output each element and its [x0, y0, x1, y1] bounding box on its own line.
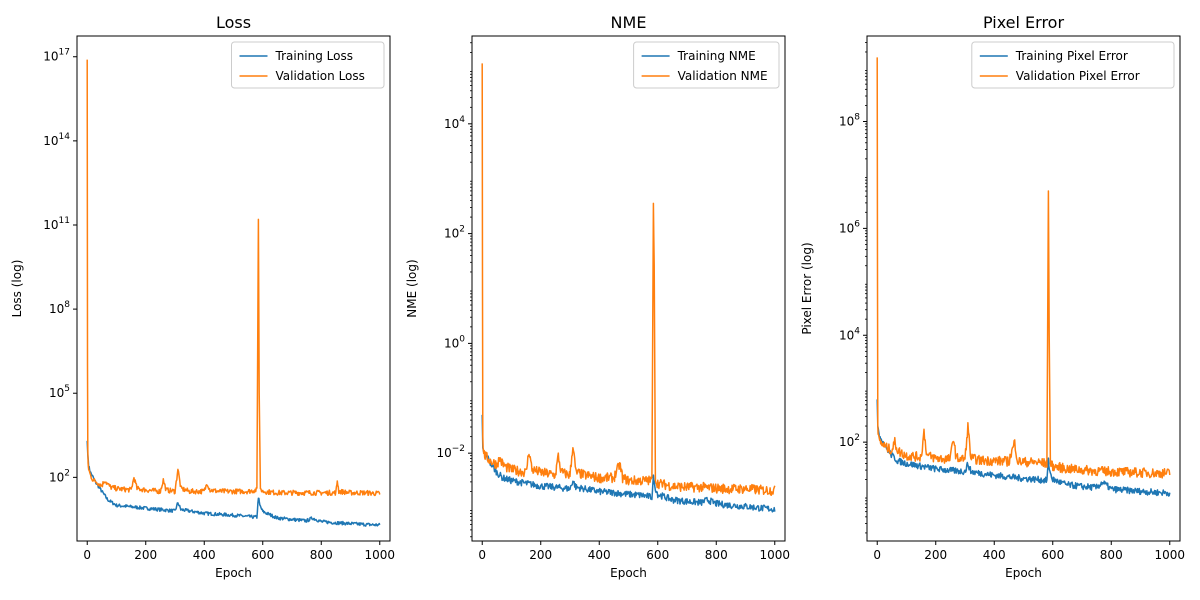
legend-label: Training Pixel Error — [1015, 49, 1128, 63]
legend-label: Validation Loss — [276, 69, 365, 83]
loss-panel: 0 200 400 600 800 1000 102 105 108 1011 1014 1017 Lo… — [10, 13, 395, 580]
legend-box — [971, 41, 1175, 89]
series-line-validation — [876, 57, 1171, 479]
x-axis-label: Epoch — [1005, 566, 1042, 580]
x-tick-label: 600 — [251, 548, 274, 562]
pixel-error-panel: 0 200 400 600 800 1000 102 104 106 108 Pixel Error… — [800, 13, 1185, 580]
axes-frame — [866, 35, 1181, 542]
x-tick-label: 1000 — [759, 548, 790, 562]
y-tick-label: 104 — [839, 326, 860, 342]
legend-label: Training NME — [677, 49, 756, 63]
y-tick-label: 102 — [839, 433, 860, 449]
series-line-validation — [481, 63, 776, 496]
nme-panel: 0 200 400 600 800 1000 10−2 100 102 104 NME Epoch NM… — [405, 13, 790, 580]
y-axis-label: Loss (log) — [10, 260, 24, 318]
y-tick-label: 1017 — [43, 48, 70, 64]
x-tick-label: 400 — [193, 548, 216, 562]
y-tick-label: 104 — [444, 115, 465, 131]
y-tick-label: 108 — [839, 113, 860, 129]
y-tick-label: 105 — [49, 384, 70, 400]
legend-box — [231, 41, 385, 89]
x-tick-label: 1000 — [364, 548, 395, 562]
y-tick-label: 1011 — [43, 216, 70, 232]
x-tick-label: 200 — [134, 548, 157, 562]
series-line-training — [481, 414, 776, 513]
y-tick-label: 1014 — [43, 132, 70, 148]
y-tick-label: 106 — [839, 219, 860, 235]
x-tick-label: 400 — [588, 548, 611, 562]
legend-label: Training Loss — [275, 49, 353, 63]
x-tick-label: 0 — [83, 548, 91, 562]
x-tick-label: 200 — [529, 548, 552, 562]
chart-title: NME — [611, 13, 647, 32]
x-tick-label: 800 — [310, 548, 333, 562]
x-tick-label: 200 — [924, 548, 947, 562]
x-tick-label: 400 — [983, 548, 1006, 562]
x-tick-label: 800 — [705, 548, 728, 562]
y-tick-label: 100 — [444, 334, 465, 350]
chart-title: Loss — [216, 13, 251, 32]
chart-title: Pixel Error — [983, 13, 1065, 32]
y-tick-label: 102 — [444, 225, 465, 241]
series-line-training — [876, 399, 1171, 497]
series-line-validation — [86, 59, 381, 497]
axes-frame — [471, 35, 786, 542]
y-tick-label: 108 — [49, 300, 70, 316]
legend-box — [633, 41, 780, 89]
x-tick-label: 800 — [1100, 548, 1123, 562]
x-tick-label: 600 — [646, 548, 669, 562]
x-axis-label: Epoch — [215, 566, 252, 580]
y-tick-label: 102 — [49, 468, 70, 484]
x-tick-label: 0 — [873, 548, 881, 562]
legend-label: Validation NME — [678, 69, 768, 83]
x-tick-label: 600 — [1041, 548, 1064, 562]
series-line-training — [86, 440, 381, 527]
y-axis-label: NME (log) — [405, 259, 419, 317]
y-tick-label: 10−2 — [436, 444, 465, 460]
legend-label: Validation Pixel Error — [1016, 69, 1140, 83]
axes-frame — [76, 35, 391, 542]
x-tick-label: 0 — [478, 548, 486, 562]
x-tick-label: 1000 — [1154, 548, 1185, 562]
y-axis-label: Pixel Error (log) — [800, 242, 814, 334]
x-axis-label: Epoch — [610, 566, 647, 580]
